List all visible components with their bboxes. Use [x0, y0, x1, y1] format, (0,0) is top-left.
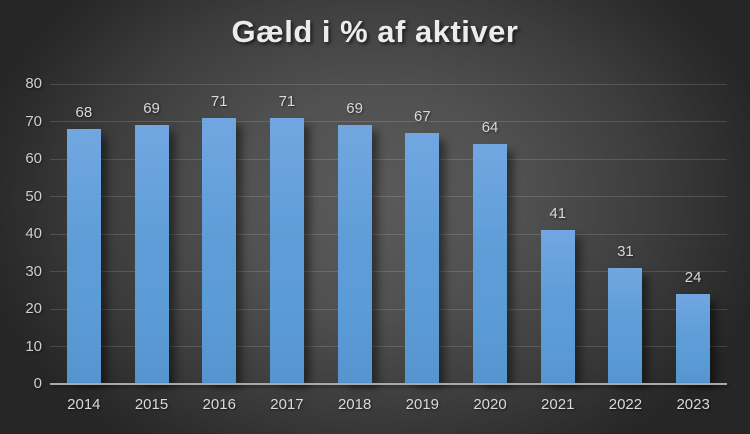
gridline-10	[50, 346, 727, 347]
x-tick-label-2016: 2016	[202, 396, 236, 413]
bar-value-label-2015: 69	[143, 100, 160, 118]
x-tick-label-2022: 2022	[608, 396, 643, 413]
x-tick-label-2015: 2015	[134, 396, 169, 413]
x-tick-label-2018: 2018	[337, 396, 372, 413]
gridline-60	[50, 158, 727, 160]
x-tick-label-2020: 2020	[473, 396, 507, 413]
bar-2016[interactable]	[202, 117, 237, 384]
bar-value-label-2022: 31	[617, 242, 634, 260]
gridline-50	[50, 196, 727, 197]
bar-2015[interactable]	[134, 125, 169, 384]
bar-2019[interactable]	[405, 132, 440, 384]
y-tick-label-60: 60	[25, 150, 42, 167]
bar-value-label-2016: 71	[210, 92, 228, 110]
bar-value-label-2023: 24	[684, 269, 702, 286]
y-tick-label-30: 30	[25, 262, 42, 280]
bar-2023[interactable]	[676, 294, 711, 384]
bar-value-label-2017: 71	[278, 92, 296, 110]
y-tick-label-80: 80	[25, 75, 42, 92]
gridline-80	[50, 83, 727, 85]
bar-2022[interactable]	[608, 267, 643, 384]
x-tick-label-2019: 2019	[405, 396, 440, 413]
bar-2014[interactable]	[66, 129, 101, 384]
bar-value-label-2021: 41	[549, 205, 567, 223]
bar-2021[interactable]	[540, 230, 575, 384]
y-tick-label-20: 20	[25, 300, 42, 317]
y-tick-label-0: 0	[33, 375, 42, 392]
bar-value-label-2020: 64	[481, 119, 499, 136]
x-tick-label-2017: 2017	[270, 396, 304, 413]
bar-value-label-2018: 69	[346, 100, 363, 118]
x-tick-label-2014: 2014	[67, 396, 101, 413]
y-tick-label-70: 70	[25, 112, 42, 130]
gridline-70	[50, 121, 727, 122]
gridline-20	[50, 308, 727, 310]
x-tick-label-2021: 2021	[541, 396, 575, 413]
gridline-40	[50, 233, 727, 235]
plot-area: 68 69 71 71 69 67 64 41 31 24 2014 2015 2016 2017 201…	[25, 75, 727, 413]
x-axis-line	[50, 383, 727, 385]
x-tick-label-2023: 2023	[676, 396, 710, 413]
y-tick-label-50: 50	[25, 187, 42, 205]
y-tick-label-10: 10	[25, 337, 42, 355]
bar-2018[interactable]	[337, 125, 372, 384]
chart-title: Gæld i % af aktiver	[231, 14, 519, 49]
bar-value-label-2014: 68	[75, 104, 93, 121]
bar-2020[interactable]	[473, 144, 508, 384]
gridline-30	[50, 271, 727, 272]
y-tick-label-40: 40	[25, 225, 42, 242]
bar-value-label-2019: 67	[414, 107, 431, 125]
bar-2017[interactable]	[269, 117, 304, 384]
